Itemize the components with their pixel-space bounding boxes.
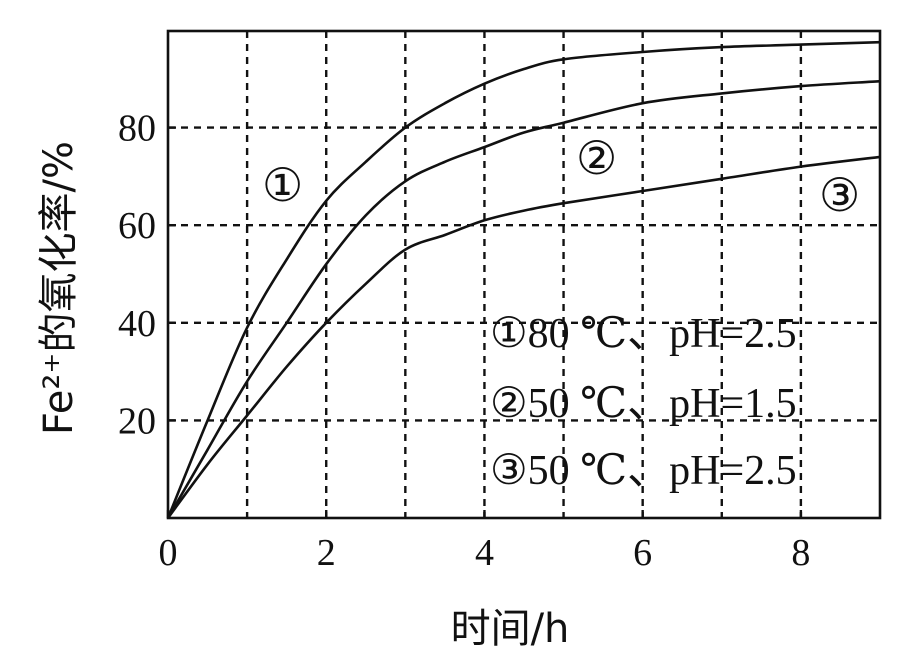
x-tick-label-4: 4 bbox=[475, 532, 494, 574]
series-line-1 bbox=[166, 40, 881, 519]
series-line-3 bbox=[166, 155, 881, 519]
legend: ①80 ℃、pH=2.5 ②50 ℃、pH=1.5 ③50 ℃、pH=2.5 bbox=[490, 311, 797, 494]
legend-entry-2: ②50 ℃、pH=1.5 bbox=[490, 381, 797, 427]
y-tick-label-60: 60 bbox=[118, 205, 156, 247]
y-tick-label-80: 80 bbox=[118, 108, 156, 150]
x-tick-label-6: 6 bbox=[633, 532, 652, 574]
series-curves bbox=[166, 40, 881, 519]
legend-entry-1: ①80 ℃、pH=2.5 bbox=[490, 311, 797, 357]
curve-label-3: ③ bbox=[819, 168, 860, 222]
y-axis-title: Fe²⁺的氧化率/% bbox=[36, 141, 82, 435]
x-tick-label-8: 8 bbox=[791, 532, 810, 574]
x-tick-label-0: 0 bbox=[159, 532, 178, 574]
curve-label-1: ① bbox=[262, 158, 303, 212]
curve-label-2: ② bbox=[576, 131, 617, 185]
series-line-2 bbox=[166, 79, 881, 519]
legend-entry-3: ③50 ℃、pH=2.5 bbox=[490, 448, 797, 494]
x-axis-title: 时间/h bbox=[451, 606, 570, 652]
axis-ticks: 0 2 4 6 8 20 40 60 80 bbox=[118, 108, 810, 574]
grid-lines bbox=[168, 31, 880, 518]
y-tick-label-40: 40 bbox=[118, 303, 156, 345]
plot-frame bbox=[166, 29, 882, 520]
x-tick-label-2: 2 bbox=[317, 532, 336, 574]
y-tick-label-20: 20 bbox=[118, 400, 156, 442]
